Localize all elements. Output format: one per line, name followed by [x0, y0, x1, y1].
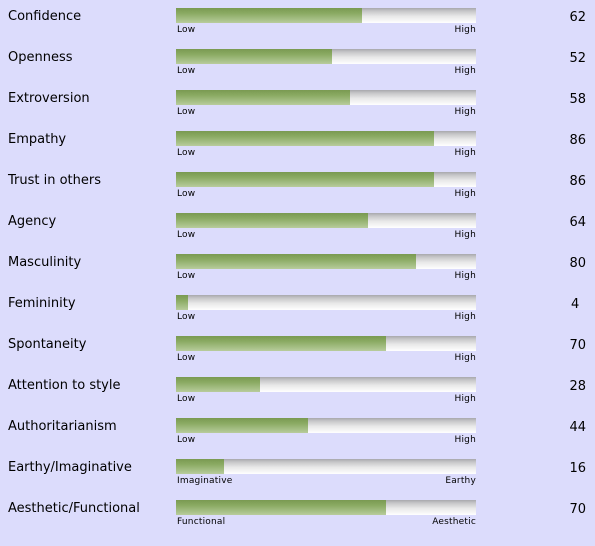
trait-row: Confidence Low High 62 — [0, 0, 595, 41]
scale-low-label: Low — [177, 66, 196, 76]
scale-low-label: Low — [177, 394, 196, 404]
scale-low-label: Low — [177, 148, 196, 158]
scale-high-label: Aesthetic — [432, 517, 476, 527]
trait-label: Earthy/Imaginative — [8, 460, 132, 475]
trait-label: Openness — [8, 50, 73, 65]
scale-low-label: Low — [177, 353, 196, 363]
trait-bar — [176, 213, 476, 228]
trait-bar-fill — [176, 254, 416, 269]
trait-score: 16 — [569, 461, 586, 476]
scale-low-label: Low — [177, 312, 196, 322]
trait-bar-fill — [176, 377, 260, 392]
trait-score: 86 — [569, 174, 586, 189]
trait-score: 70 — [569, 338, 586, 353]
trait-row: Empathy Low High 86 — [0, 123, 595, 164]
trait-label: Empathy — [8, 132, 67, 147]
scale-low-label: Low — [177, 25, 196, 35]
trait-label: Agency — [8, 214, 57, 229]
trait-score: 52 — [569, 51, 586, 66]
trait-bar — [176, 254, 476, 269]
scale-high-label: High — [454, 107, 476, 117]
trait-bar — [176, 377, 476, 392]
scale-high-label: High — [454, 353, 476, 363]
trait-label: Trust in others — [8, 173, 102, 188]
trait-bar — [176, 500, 476, 515]
trait-row: Masculinity Low High 80 — [0, 246, 595, 287]
trait-bar-fill — [176, 459, 224, 474]
trait-label: Authoritarianism — [8, 419, 117, 434]
trait-label: Masculinity — [8, 255, 82, 270]
trait-row: Attention to style Low High 28 — [0, 369, 595, 410]
trait-bar-fill — [176, 500, 386, 515]
trait-label: Attention to style — [8, 378, 121, 393]
trait-row: Authoritarianism Low High 44 — [0, 410, 595, 451]
trait-bar-fill — [176, 418, 308, 433]
scale-high-label: Earthy — [445, 476, 476, 486]
scale-high-label: High — [454, 148, 476, 158]
scale-low-label: Functional — [177, 517, 226, 527]
scale-low-label: Imaginative — [177, 476, 233, 486]
trait-score: 4 — [571, 297, 580, 312]
trait-bar — [176, 49, 476, 64]
scale-low-label: Low — [177, 189, 196, 199]
trait-score: 44 — [569, 420, 586, 435]
scale-low-label: Low — [177, 271, 196, 281]
trait-bar-fill — [176, 336, 386, 351]
trait-bar-fill — [176, 295, 188, 310]
trait-bar — [176, 172, 476, 187]
trait-score: 28 — [569, 379, 586, 394]
trait-row: Femininity Low High 4 — [0, 287, 595, 328]
trait-row: Spontaneity Low High 70 — [0, 328, 595, 369]
trait-bar — [176, 131, 476, 146]
trait-bar — [176, 90, 476, 105]
trait-bar-fill — [176, 131, 434, 146]
scale-high-label: High — [454, 66, 476, 76]
trait-label: Spontaneity — [8, 337, 87, 352]
scale-low-label: Low — [177, 435, 196, 445]
scale-high-label: High — [454, 25, 476, 35]
trait-bar — [176, 295, 476, 310]
scale-low-label: Low — [177, 107, 196, 117]
trait-label: Aesthetic/Functional — [8, 501, 140, 516]
trait-bar-fill — [176, 90, 350, 105]
trait-score: 80 — [569, 256, 586, 271]
scale-high-label: High — [454, 312, 476, 322]
trait-score: 62 — [569, 10, 586, 25]
trait-row: Extroversion Low High 58 — [0, 82, 595, 123]
trait-bar — [176, 418, 476, 433]
trait-bar-fill — [176, 213, 368, 228]
trait-score: 70 — [569, 502, 586, 517]
trait-bar-fill — [176, 8, 362, 23]
trait-bar — [176, 459, 476, 474]
trait-bar-fill — [176, 49, 332, 64]
trait-score: 58 — [569, 92, 586, 107]
trait-row: Trust in others Low High 86 — [0, 164, 595, 205]
scale-high-label: High — [454, 230, 476, 240]
trait-row: Aesthetic/Functional Functional Aesthetic 7… — [0, 492, 595, 533]
scale-high-label: High — [454, 435, 476, 445]
trait-bar-fill — [176, 172, 434, 187]
trait-row: Agency Low High 64 — [0, 205, 595, 246]
trait-bar — [176, 336, 476, 351]
trait-score: 64 — [569, 215, 586, 230]
trait-score: 86 — [569, 133, 586, 148]
scale-low-label: Low — [177, 230, 196, 240]
trait-label: Extroversion — [8, 91, 90, 106]
trait-label: Femininity — [8, 296, 76, 311]
scale-high-label: High — [454, 271, 476, 281]
scale-high-label: High — [454, 394, 476, 404]
scale-high-label: High — [454, 189, 476, 199]
trait-label: Confidence — [8, 9, 82, 24]
trait-bar — [176, 8, 476, 23]
trait-row: Openness Low High 52 — [0, 41, 595, 82]
trait-row: Earthy/Imaginative Imaginative Earthy 16 — [0, 451, 595, 492]
